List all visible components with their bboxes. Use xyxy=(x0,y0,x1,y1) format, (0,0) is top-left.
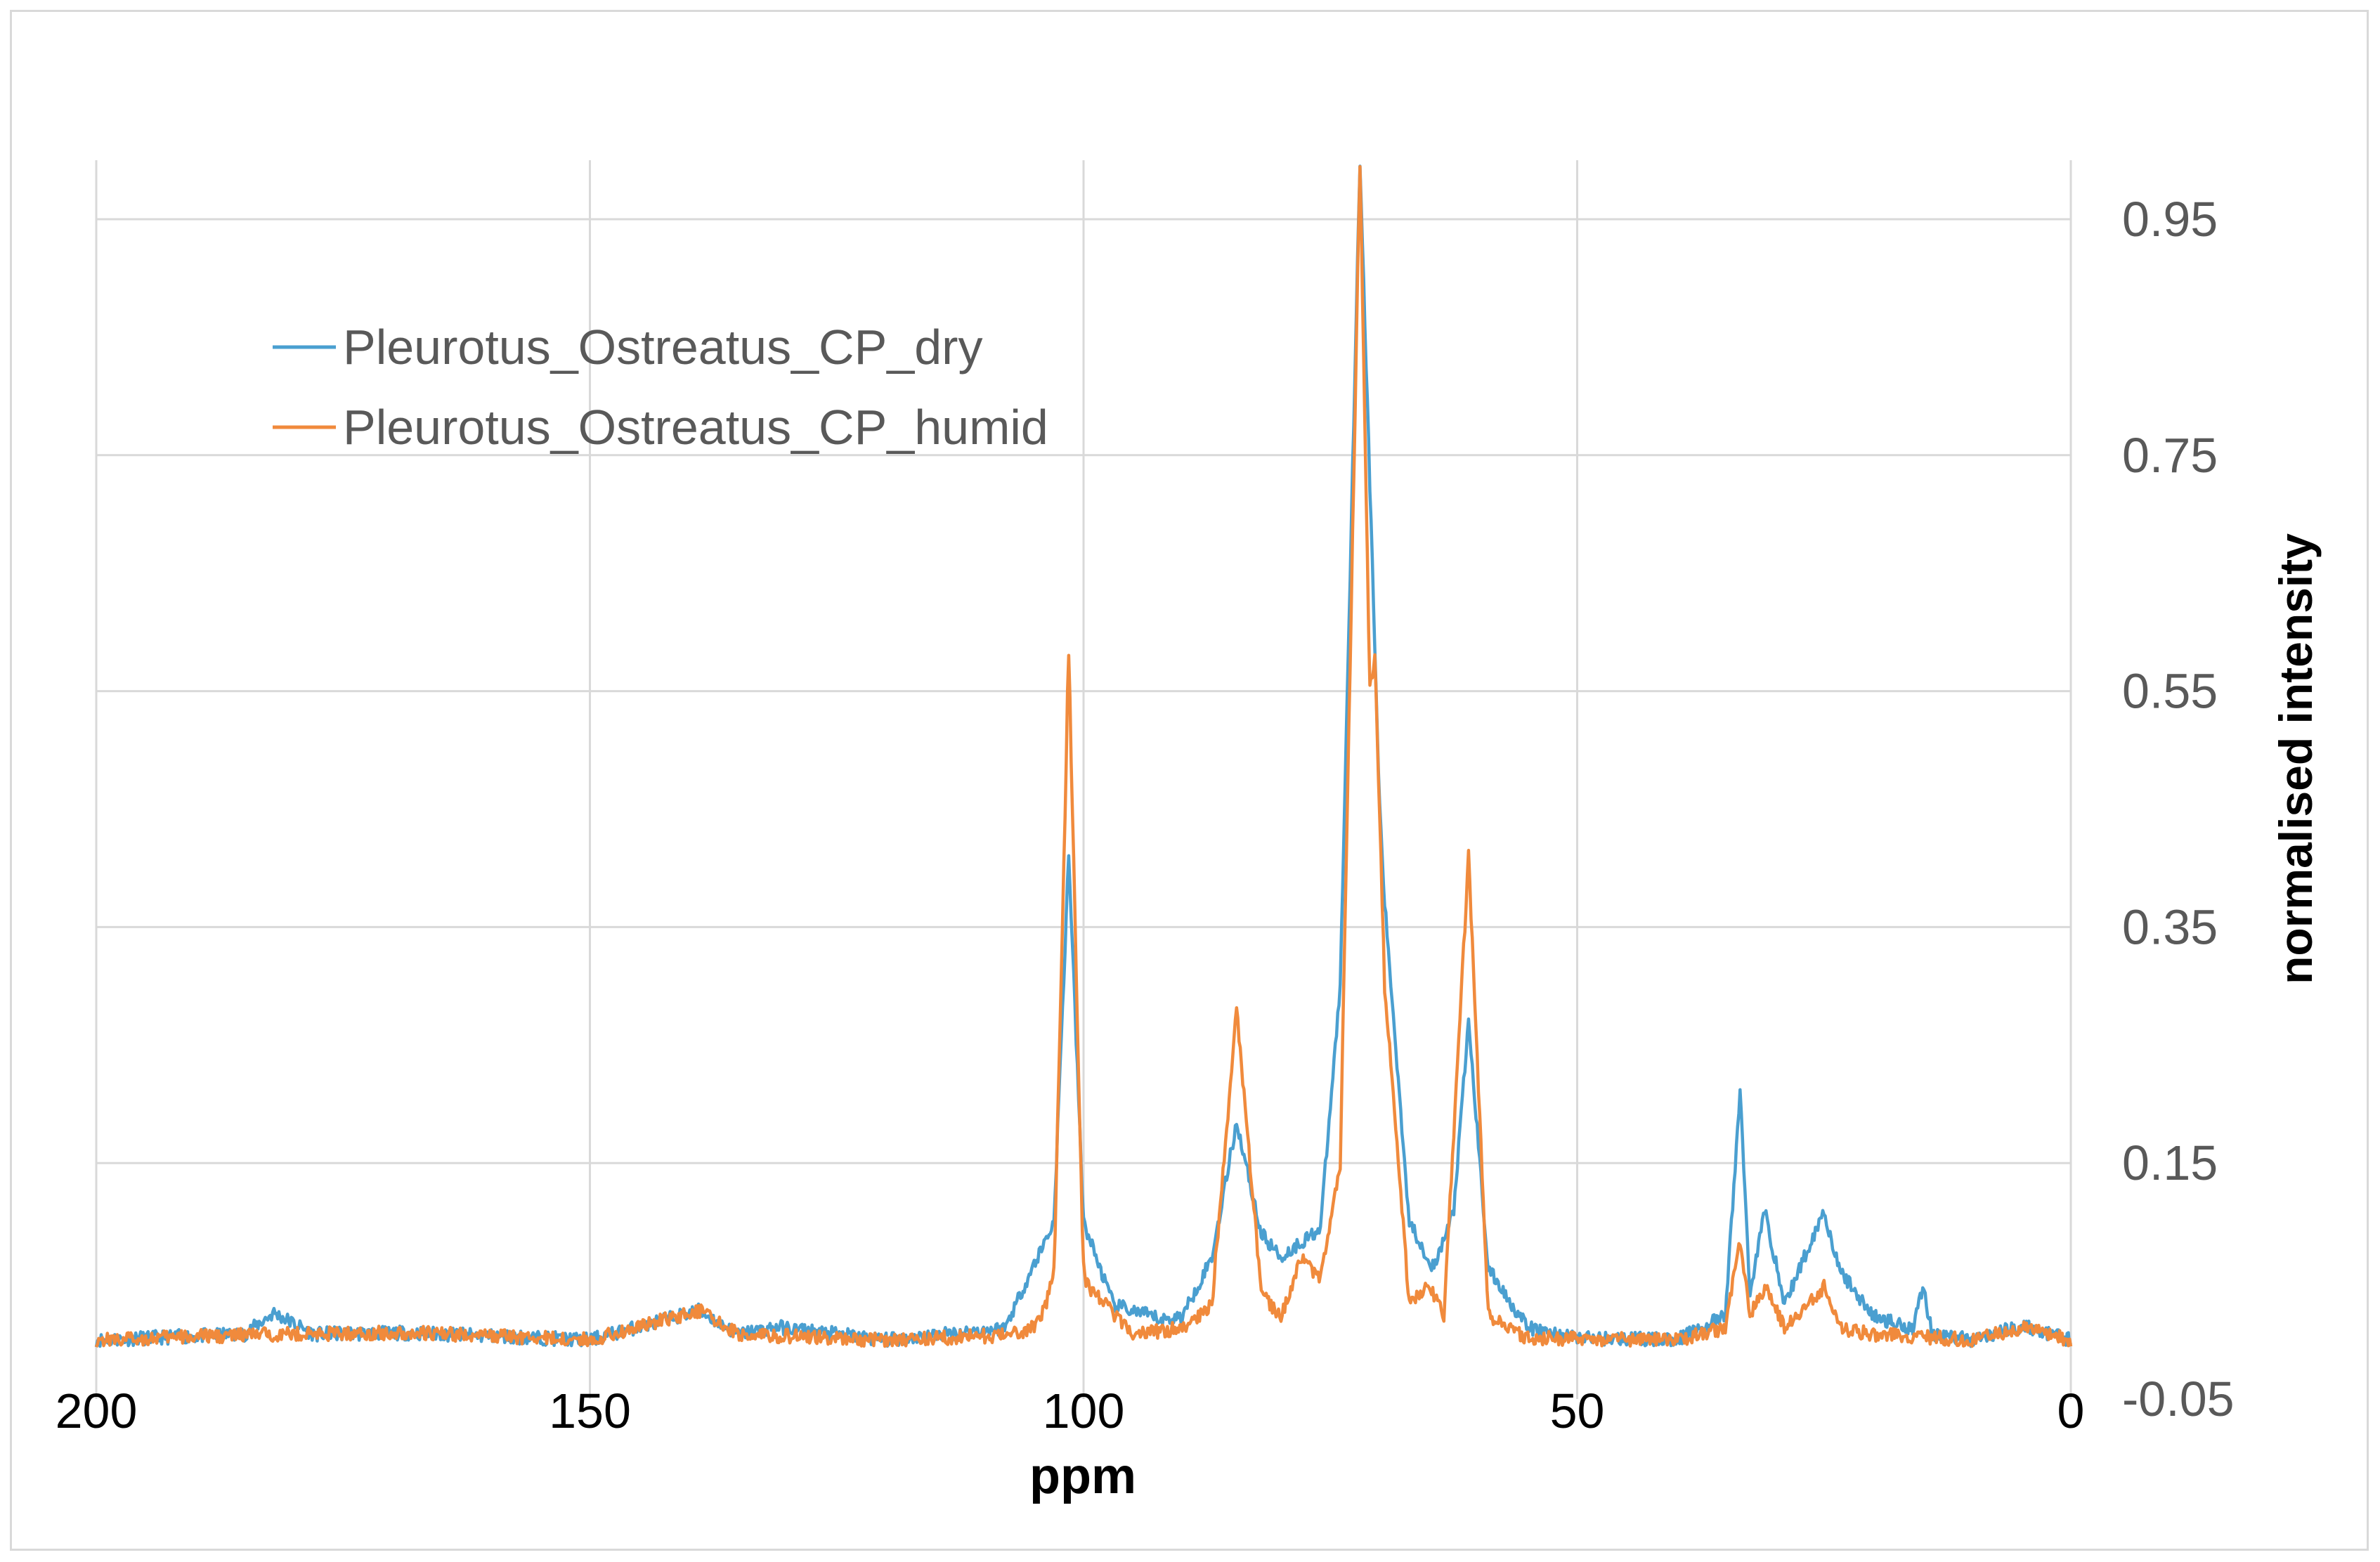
x-axis-label: ppm xyxy=(1029,1448,1136,1504)
y-tick-label: 0.55 xyxy=(2122,664,2218,719)
y-tick-labels: -0.05 0.15 0.35 0.55 0.75 0.95 xyxy=(2122,192,2235,1426)
y-tick-label: 0.15 xyxy=(2122,1135,2218,1190)
x-tick-label: 100 xyxy=(1043,1384,1125,1438)
legend-label: Pleurotus_Ostreatus_CP_humid xyxy=(343,400,1048,455)
y-tick-label: 0.95 xyxy=(2122,192,2218,247)
x-tick-label: 50 xyxy=(1550,1384,1605,1438)
series-line-humid xyxy=(94,164,2073,1348)
y-tick-label: 0.75 xyxy=(2122,428,2218,483)
y-tick-label: 0.35 xyxy=(2122,899,2218,954)
legend-label: Pleurotus_Ostreatus_CP_dry xyxy=(343,320,982,375)
y-tick-label: -0.05 xyxy=(2122,1372,2235,1426)
chart-frame xyxy=(10,10,2369,1551)
gridlines xyxy=(95,160,2072,1399)
x-tick-labels: 200 150 100 50 0 xyxy=(56,1384,2085,1438)
y-axis-label: normalised intensity xyxy=(2270,533,2322,984)
x-tick-label: 200 xyxy=(56,1384,138,1438)
x-tick-label: 0 xyxy=(2057,1384,2085,1438)
series-lines xyxy=(94,164,2073,1348)
x-tick-label: 150 xyxy=(549,1384,631,1438)
legend: Pleurotus_Ostreatus_CP_dry Pleurotus_Ostr… xyxy=(273,320,1048,455)
